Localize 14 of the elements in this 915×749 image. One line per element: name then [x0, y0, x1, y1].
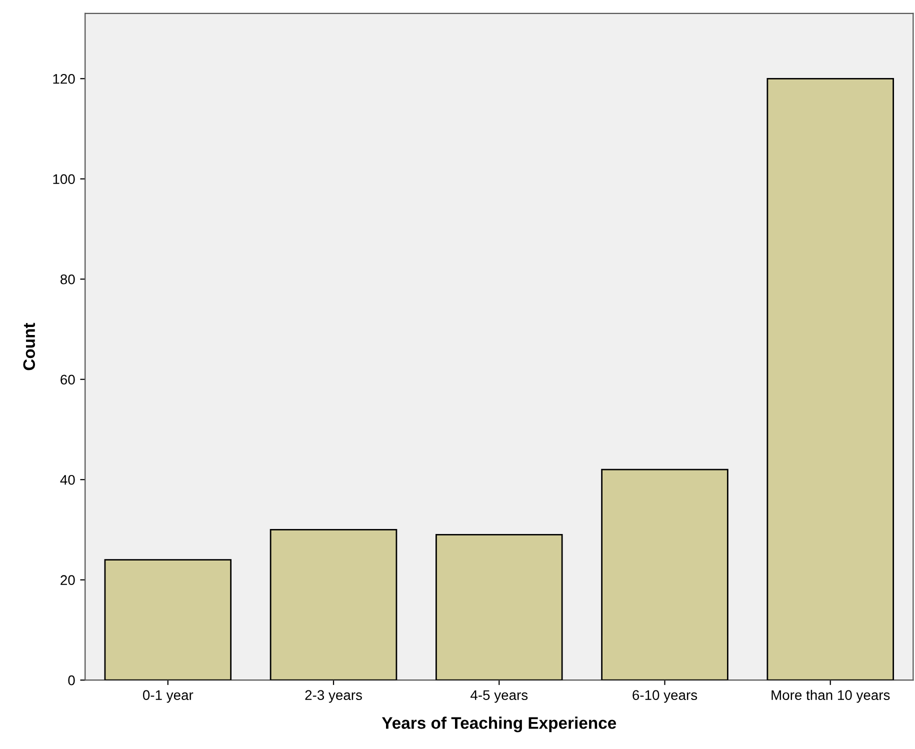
y-axis-title: Count [23, 322, 36, 370]
y-tick-label: 40 [60, 474, 75, 485]
x-tick-label: More than 10 years [772, 690, 890, 703]
x-tick-label: 2-3 years [305, 690, 362, 703]
x-tick-label: 0-1 year [142, 690, 194, 703]
x-tick-label: 6-10 years [632, 690, 698, 703]
y-tick-label: 100 [53, 174, 75, 184]
x-tick-label: 4-5 years [470, 690, 528, 703]
y-tick-label: 120 [53, 74, 75, 84]
y-tick-label: 80 [60, 274, 75, 284]
x-axis-title: Years of Teaching Experience [382, 716, 616, 732]
y-tick-label: 20 [60, 575, 75, 586]
y-tick-label: 60 [60, 374, 75, 385]
y-tick-label: 0 [68, 675, 75, 686]
